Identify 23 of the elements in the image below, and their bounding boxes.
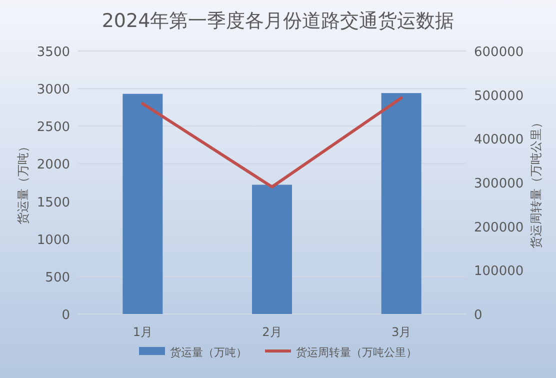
- chart-title: 2024年第一季度各月份道路交通货运数据: [102, 10, 454, 32]
- y-axis-title: 货运量（万吨）: [16, 140, 30, 224]
- y2-tick-label: 400000: [474, 132, 524, 148]
- y-tick-label: 500: [45, 270, 70, 286]
- y-tick-label: 3500: [36, 45, 70, 60]
- x-tick-label: 3月: [392, 325, 412, 339]
- y2-tick-label: 100000: [474, 264, 524, 280]
- y2-tick-label: 600000: [474, 45, 524, 60]
- x-tick-label: 2月: [262, 325, 282, 339]
- y2-tick-label: 300000: [474, 176, 524, 192]
- legend-label: 货运周转量（万吨公里）: [296, 346, 417, 359]
- y-tick-label: 2000: [36, 158, 70, 173]
- y-tick-label: 1500: [36, 195, 70, 210]
- x-tick-label: 1月: [132, 325, 152, 339]
- y-tick-label: 3000: [36, 82, 70, 98]
- y2-tick-label: 500000: [474, 88, 524, 104]
- legend-label: 货运量（万吨）: [170, 346, 247, 359]
- y-tick-label: 2500: [36, 120, 70, 136]
- y2-axis-title: 货运周转量（万吨公里）: [529, 116, 543, 248]
- y2-tick-label: 0: [474, 308, 482, 323]
- y-tick-label: 0: [62, 308, 70, 323]
- y2-tick-label: 200000: [474, 220, 524, 236]
- y-tick-label: 1000: [36, 232, 70, 248]
